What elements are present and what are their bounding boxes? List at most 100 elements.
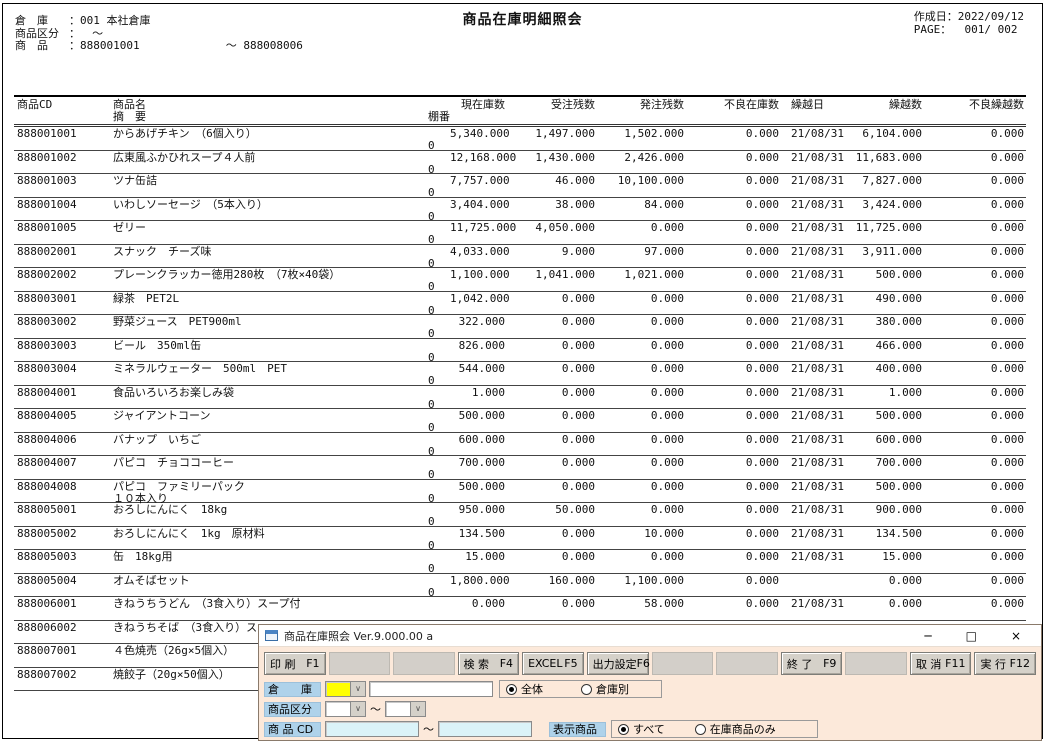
cell-defect-stock: 0.000 xyxy=(745,409,779,422)
cell-product-code: 888004005 xyxy=(17,409,77,422)
cell-carry-qty: 700.000 xyxy=(875,456,922,469)
function-button-f4[interactable]: 検 索 F4 xyxy=(457,652,520,675)
function-button-f1[interactable]: 印 刷 F1 xyxy=(264,652,326,675)
function-button-f5[interactable]: EXCEL F5 xyxy=(522,652,584,675)
cell-shelf-no: 0 xyxy=(428,585,435,599)
cell-purchase-backlog: 58.000 xyxy=(644,597,684,610)
cell-product-name: おろしにんにく 18kg xyxy=(113,503,228,516)
cell-carry-date: 21/08/31 xyxy=(791,597,844,610)
cell-defect-carry-qty: 0.000 xyxy=(990,127,1024,140)
cell-carry-qty: 11,683.000 xyxy=(855,150,922,164)
product-to-input[interactable] xyxy=(438,721,532,737)
cell-shelf-no: 0 xyxy=(428,374,435,387)
table-row: 888005002 おろしにんにく 1kg 原材料 134.500 0.000 … xyxy=(14,527,1026,551)
col-header-defect: 不良在庫数 xyxy=(724,98,779,111)
function-button-f12[interactable]: 実 行 F12 xyxy=(974,652,1036,675)
cell-product-name: からあげチキン （6個入り） xyxy=(113,127,257,140)
cell-defect-carry-qty: 0.000 xyxy=(990,597,1024,610)
col-header-current: 現在庫数 xyxy=(461,98,505,111)
cell-order-backlog: 0.000 xyxy=(561,479,595,493)
radio-display-all[interactable]: すべて xyxy=(618,721,665,737)
cell-product-code: 888004006 xyxy=(17,432,77,446)
dialog-titlebar[interactable]: 商品在庫照会 Ver.9.000.00 a ─ □ × xyxy=(259,625,1041,647)
category-to-input[interactable] xyxy=(385,701,411,717)
cell-defect-carry-qty: 0.000 xyxy=(990,150,1024,164)
cell-defect-carry-qty: 0.000 xyxy=(990,197,1024,211)
table-row: 888002002 プレーンクラッカー徳用280枚 （7枚×40袋） 1,100… xyxy=(14,268,1026,293)
report-page: 商品在庫明細照会 作成日：2022/09/12 PAGE： 001/ 002 倉… xyxy=(2,3,1043,739)
cell-product-name: 緑茶 PET2L xyxy=(113,291,180,305)
col-header-defect-carry: 不良繰越数 xyxy=(969,98,1024,111)
cell-product-name: 野菜ジュース PET900ml xyxy=(113,315,242,328)
cell-shelf-no: 0 xyxy=(428,209,435,223)
warehouse-dropdown-icon[interactable]: ∨ xyxy=(351,681,366,697)
cell-carry-date: 21/08/31 xyxy=(791,338,844,352)
inquiry-dialog: 商品在庫照会 Ver.9.000.00 a ─ □ × 印 刷 F1 検 索 F4 … xyxy=(258,624,1042,741)
cell-product-name: バナップ いちご xyxy=(113,432,201,446)
close-icon[interactable]: × xyxy=(1010,628,1021,643)
cell-defect-stock: 0.000 xyxy=(745,526,779,540)
cell-shelf-no: 0 xyxy=(428,444,435,458)
cell-remark: １０本入り xyxy=(113,491,168,505)
cell-defect-carry-qty: 0.000 xyxy=(990,573,1024,587)
cell-defect-carry-qty: 0.000 xyxy=(990,221,1024,234)
function-button-blank xyxy=(716,652,778,675)
cell-shelf-no: 0 xyxy=(428,139,435,152)
function-button-f11[interactable]: 取 消 F11 xyxy=(909,652,972,675)
cell-product-name: 焼餃子（20g×50個入） xyxy=(113,667,230,681)
product-from-input[interactable] xyxy=(325,721,419,737)
cell-order-backlog: 1,497.000 xyxy=(535,127,595,140)
radio-scope-all[interactable]: 全体 xyxy=(506,681,543,697)
cell-order-backlog: 0.000 xyxy=(561,315,595,328)
function-button-f6[interactable]: 出力設定 F6 xyxy=(586,652,650,675)
cell-current-stock: 1,100.000 xyxy=(450,268,510,281)
cell-defect-stock: 0.000 xyxy=(745,385,779,399)
cell-order-backlog: 38.000 xyxy=(555,197,595,211)
cell-order-backlog: 0.000 xyxy=(561,456,595,469)
function-button-f9[interactable]: 終 了 F9 xyxy=(780,652,843,675)
cell-current-stock: 1,042.000 xyxy=(450,291,510,305)
display-product-label: 表示商品 xyxy=(549,721,606,737)
radio-scope-by-warehouse[interactable]: 倉庫別 xyxy=(581,681,629,697)
cell-product-name: いわしソーセージ （5本入り） xyxy=(113,197,268,211)
maximize-icon[interactable]: □ xyxy=(965,628,977,643)
cell-current-stock: 1.000 xyxy=(471,385,505,399)
dialog-title: 商品在庫照会 Ver.9.000.00 a xyxy=(284,629,434,643)
cell-purchase-backlog: 10,100.000 xyxy=(617,174,684,187)
table-row: 888004008 パピコ ファミリーパック 500.000 0.000 0.0… xyxy=(14,480,1026,504)
cell-current-stock: 134.500 xyxy=(458,526,505,540)
cell-product-code: 888001004 xyxy=(17,197,77,211)
cell-defect-stock: 0.000 xyxy=(745,291,779,305)
cell-order-backlog: 46.000 xyxy=(555,174,595,187)
table-row: 888003002 野菜ジュース PET900ml 322.000 0.000 … xyxy=(14,315,1026,340)
cell-carry-date: 21/08/31 xyxy=(791,127,844,140)
cell-shelf-no: 0 xyxy=(428,491,435,505)
filter-warehouse: 倉 庫：001 本社倉庫 xyxy=(15,14,151,27)
cell-defect-stock: 0.000 xyxy=(745,197,779,211)
function-button-row: 印 刷 F1 検 索 F4 EXCEL F5 出力設定 F6 終 了 F9 取 消 F11 … xyxy=(259,647,1041,675)
radio-display-stock-only[interactable]: 在庫商品のみ xyxy=(695,721,776,737)
cell-product-name: プレーンクラッカー徳用280枚 （7枚×40袋） xyxy=(113,268,341,281)
cell-carry-qty: 490.000 xyxy=(875,291,922,305)
warehouse-code-input[interactable] xyxy=(325,681,351,697)
cell-product-name: パピコ ファミリーパック xyxy=(113,479,245,493)
cell-carry-date: 21/08/31 xyxy=(791,197,844,211)
cell-order-backlog: 0.000 xyxy=(561,409,595,422)
cell-carry-qty: 0.000 xyxy=(888,597,922,610)
cell-product-name: 広東風ふかひれスープ４人前 xyxy=(113,150,256,164)
cell-carry-date: 21/08/31 xyxy=(791,526,844,540)
category-from-input[interactable] xyxy=(325,701,351,717)
table-row: 888001005 ゼリー 11,725.000 4,050.000 0.000… xyxy=(14,221,1026,246)
category-from-dropdown-icon[interactable]: ∨ xyxy=(351,701,366,717)
category-to-dropdown-icon[interactable]: ∨ xyxy=(411,701,426,717)
function-button-blank xyxy=(651,652,714,675)
product-range-separator: ～ xyxy=(423,723,434,736)
table-row: 888004005 ジャイアントコーン 500.000 0.000 0.000 … xyxy=(14,409,1026,434)
warehouse-label: 倉 庫 xyxy=(264,681,321,697)
cell-current-stock: 12,168.000 xyxy=(450,150,517,164)
minimize-icon[interactable]: ─ xyxy=(924,628,932,643)
cell-current-stock: 500.000 xyxy=(458,479,505,493)
cell-defect-carry-qty: 0.000 xyxy=(990,268,1024,281)
cell-defect-carry-qty: 0.000 xyxy=(990,362,1024,375)
